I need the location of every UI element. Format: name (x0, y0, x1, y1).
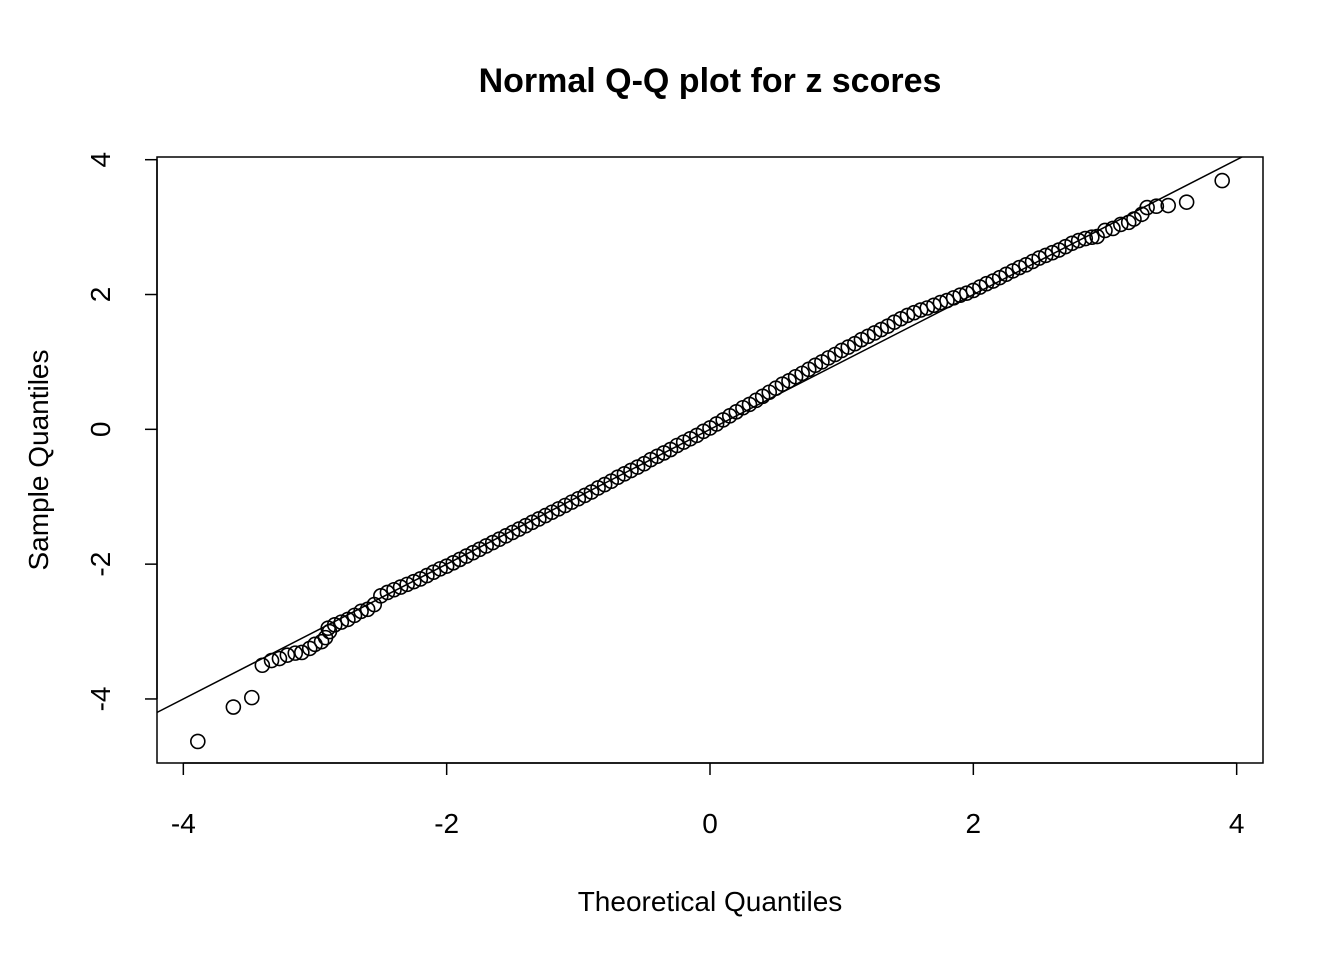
data-point (1077, 230, 1094, 247)
data-point (244, 689, 260, 706)
data-point (978, 275, 995, 292)
data-point (1089, 228, 1105, 245)
data-point (1044, 244, 1061, 261)
data-point (939, 292, 955, 309)
y-tick-label: 4 (85, 152, 116, 168)
data-point (1011, 259, 1028, 276)
data-point (353, 603, 369, 620)
x-tick-label: 4 (1229, 808, 1245, 839)
data-point (958, 285, 975, 301)
chart-title: Normal Q-Q plot for z scores (479, 62, 942, 100)
data-point (301, 640, 318, 657)
data-point (432, 561, 448, 577)
data-point (279, 647, 296, 663)
qq-reference-line (157, 157, 1244, 714)
data-point (899, 307, 916, 324)
data-point (392, 579, 409, 595)
data-point (326, 617, 343, 633)
data-point (1160, 197, 1176, 214)
data-point (1178, 194, 1195, 210)
data-point (1139, 199, 1155, 216)
y-tick-label: -4 (85, 687, 116, 712)
data-point (386, 581, 402, 598)
data-point (1148, 198, 1165, 215)
data-point (405, 573, 422, 590)
x-tick-label: -4 (171, 808, 196, 839)
y-axis-label: Sample Quantiles (23, 349, 54, 570)
data-points (190, 172, 1230, 750)
data-point (1113, 216, 1129, 233)
y-axis: -4 -2 0 2 4 (85, 152, 158, 712)
data-point (254, 657, 271, 674)
data-point (1084, 229, 1100, 246)
data-point (294, 644, 310, 661)
y-tick-label: -2 (85, 552, 116, 577)
data-point (379, 584, 396, 601)
data-point (919, 300, 936, 316)
data-point (271, 650, 288, 667)
x-axis-label: Theoretical Quantiles (578, 886, 843, 917)
data-point (1214, 172, 1230, 189)
y-tick-label: 0 (85, 422, 116, 438)
plot-frame (156, 156, 1264, 764)
x-axis: -4 -2 0 2 4 (171, 762, 1245, 839)
data-point (1105, 220, 1121, 237)
data-point (263, 652, 280, 669)
data-point (1031, 250, 1047, 266)
data-point (190, 733, 206, 750)
x-tick-label: -2 (434, 808, 459, 839)
data-point (287, 645, 304, 661)
y-tick-label: 2 (85, 287, 116, 303)
data-point (313, 633, 330, 650)
data-point (1097, 222, 1113, 239)
x-tick-label: 0 (702, 808, 718, 839)
data-point (225, 699, 242, 715)
x-tick-label: 2 (966, 808, 982, 839)
data-point (333, 614, 350, 630)
data-point (1037, 247, 1054, 264)
data-point (1126, 211, 1142, 227)
data-point (399, 576, 415, 593)
